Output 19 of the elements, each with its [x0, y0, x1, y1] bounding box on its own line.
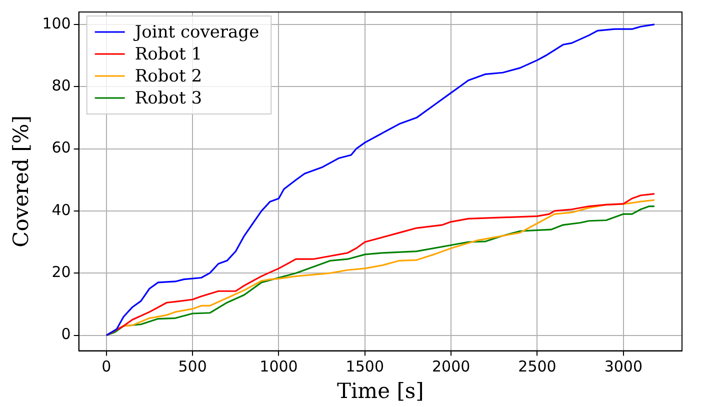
y-tick-label: 40	[52, 200, 71, 219]
x-tick-label: 0	[102, 358, 112, 376]
x-tick-label: 1500	[346, 358, 384, 376]
legend-label: Joint coverage	[132, 22, 260, 42]
y-axis-title: Covered [%]	[9, 115, 34, 248]
y-tick-label: 60	[52, 138, 71, 157]
y-tick-label: 0	[61, 325, 71, 344]
x-tick-label: 1000	[260, 358, 298, 376]
legend-label: Robot 2	[134, 66, 202, 86]
y-tick-label: 100	[42, 14, 71, 32]
x-tick-label: 3000	[604, 358, 642, 376]
legend-label: Robot 1	[134, 44, 202, 64]
legend-label: Robot 3	[134, 88, 202, 108]
x-axis-title: Time [s]	[336, 378, 424, 403]
x-tick-label: 500	[178, 358, 207, 376]
x-tick-label: 2500	[518, 358, 556, 376]
y-tick-label: 20	[52, 262, 71, 281]
y-tick-label: 80	[52, 76, 71, 94]
x-tick-label: 2000	[432, 358, 470, 376]
